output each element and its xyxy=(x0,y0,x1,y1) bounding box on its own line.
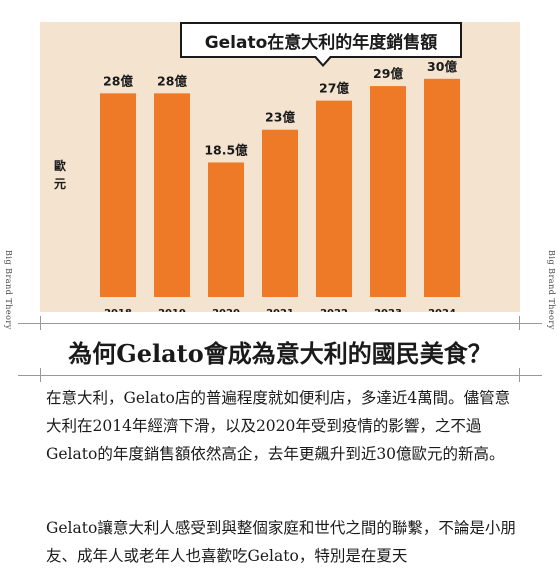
chart-title: Gelato在意大利的年度銷售額 xyxy=(204,32,438,53)
x-tick-label-2023: 2023 xyxy=(374,308,402,312)
bar-2021 xyxy=(262,129,298,297)
corner-mark-top-right xyxy=(519,316,520,330)
y-axis-label-char: 歐 xyxy=(54,158,66,173)
bar-2019 xyxy=(154,93,190,297)
data-label-2023: 29億 xyxy=(373,66,403,81)
corner-mark-bottom-left xyxy=(40,368,41,382)
bar-chart: 歐元 28億 2018 28億 2019 18.5億 2020 23億 2021 27億 2022 2… xyxy=(54,59,460,312)
bar-2024 xyxy=(424,78,460,297)
bar-2022 xyxy=(316,100,352,298)
side-brand-label-left: Big Brand Theory xyxy=(4,250,13,330)
article-paragraph-1: 在意大利，Gelato店的普遍程度就如便利店，多達近4萬間。儘管意大利在2014… xyxy=(46,389,511,463)
data-label-2020: 18.5億 xyxy=(204,142,248,157)
bar-2018 xyxy=(100,93,136,297)
y-axis-label-char: 元 xyxy=(54,177,66,191)
divider-top xyxy=(18,323,542,324)
side-brand-label-right: Big Brand Theory xyxy=(547,250,556,330)
callout-tail-inner xyxy=(316,56,330,64)
data-label-2018: 28億 xyxy=(103,73,133,88)
data-label-2019: 28億 xyxy=(157,73,187,88)
data-label-2024: 30億 xyxy=(427,59,457,74)
bar-2020 xyxy=(208,162,244,297)
x-tick-label-2018: 2018 xyxy=(104,308,132,312)
data-label-2022: 27億 xyxy=(319,81,349,96)
data-label-2021: 23億 xyxy=(265,110,295,125)
chart-title-callout: Gelato在意大利的年度銷售額 xyxy=(180,22,462,58)
x-tick-label-2020: 2020 xyxy=(212,308,240,312)
corner-mark-top-left xyxy=(40,316,41,330)
article-paragraph-2: Gelato讓意大利人感受到與整個家庭和世代之間的聯繫，不論是小朋友、成年人或老… xyxy=(46,519,516,565)
article-title: 為何Gelato會成為意大利的國民美食？ xyxy=(68,339,492,368)
x-tick-label-2024: 2024 xyxy=(428,308,456,312)
bar-2023 xyxy=(370,86,406,297)
x-tick-label-2021: 2021 xyxy=(266,308,294,312)
divider-bottom xyxy=(18,375,542,376)
corner-mark-bottom-right xyxy=(519,368,520,382)
x-tick-label-2019: 2019 xyxy=(158,308,186,312)
chart-panel: 歐元 28億 2018 28億 2019 18.5億 2020 23億 2021 27億 2022 2… xyxy=(40,22,520,312)
x-tick-label-2022: 2022 xyxy=(320,308,348,312)
